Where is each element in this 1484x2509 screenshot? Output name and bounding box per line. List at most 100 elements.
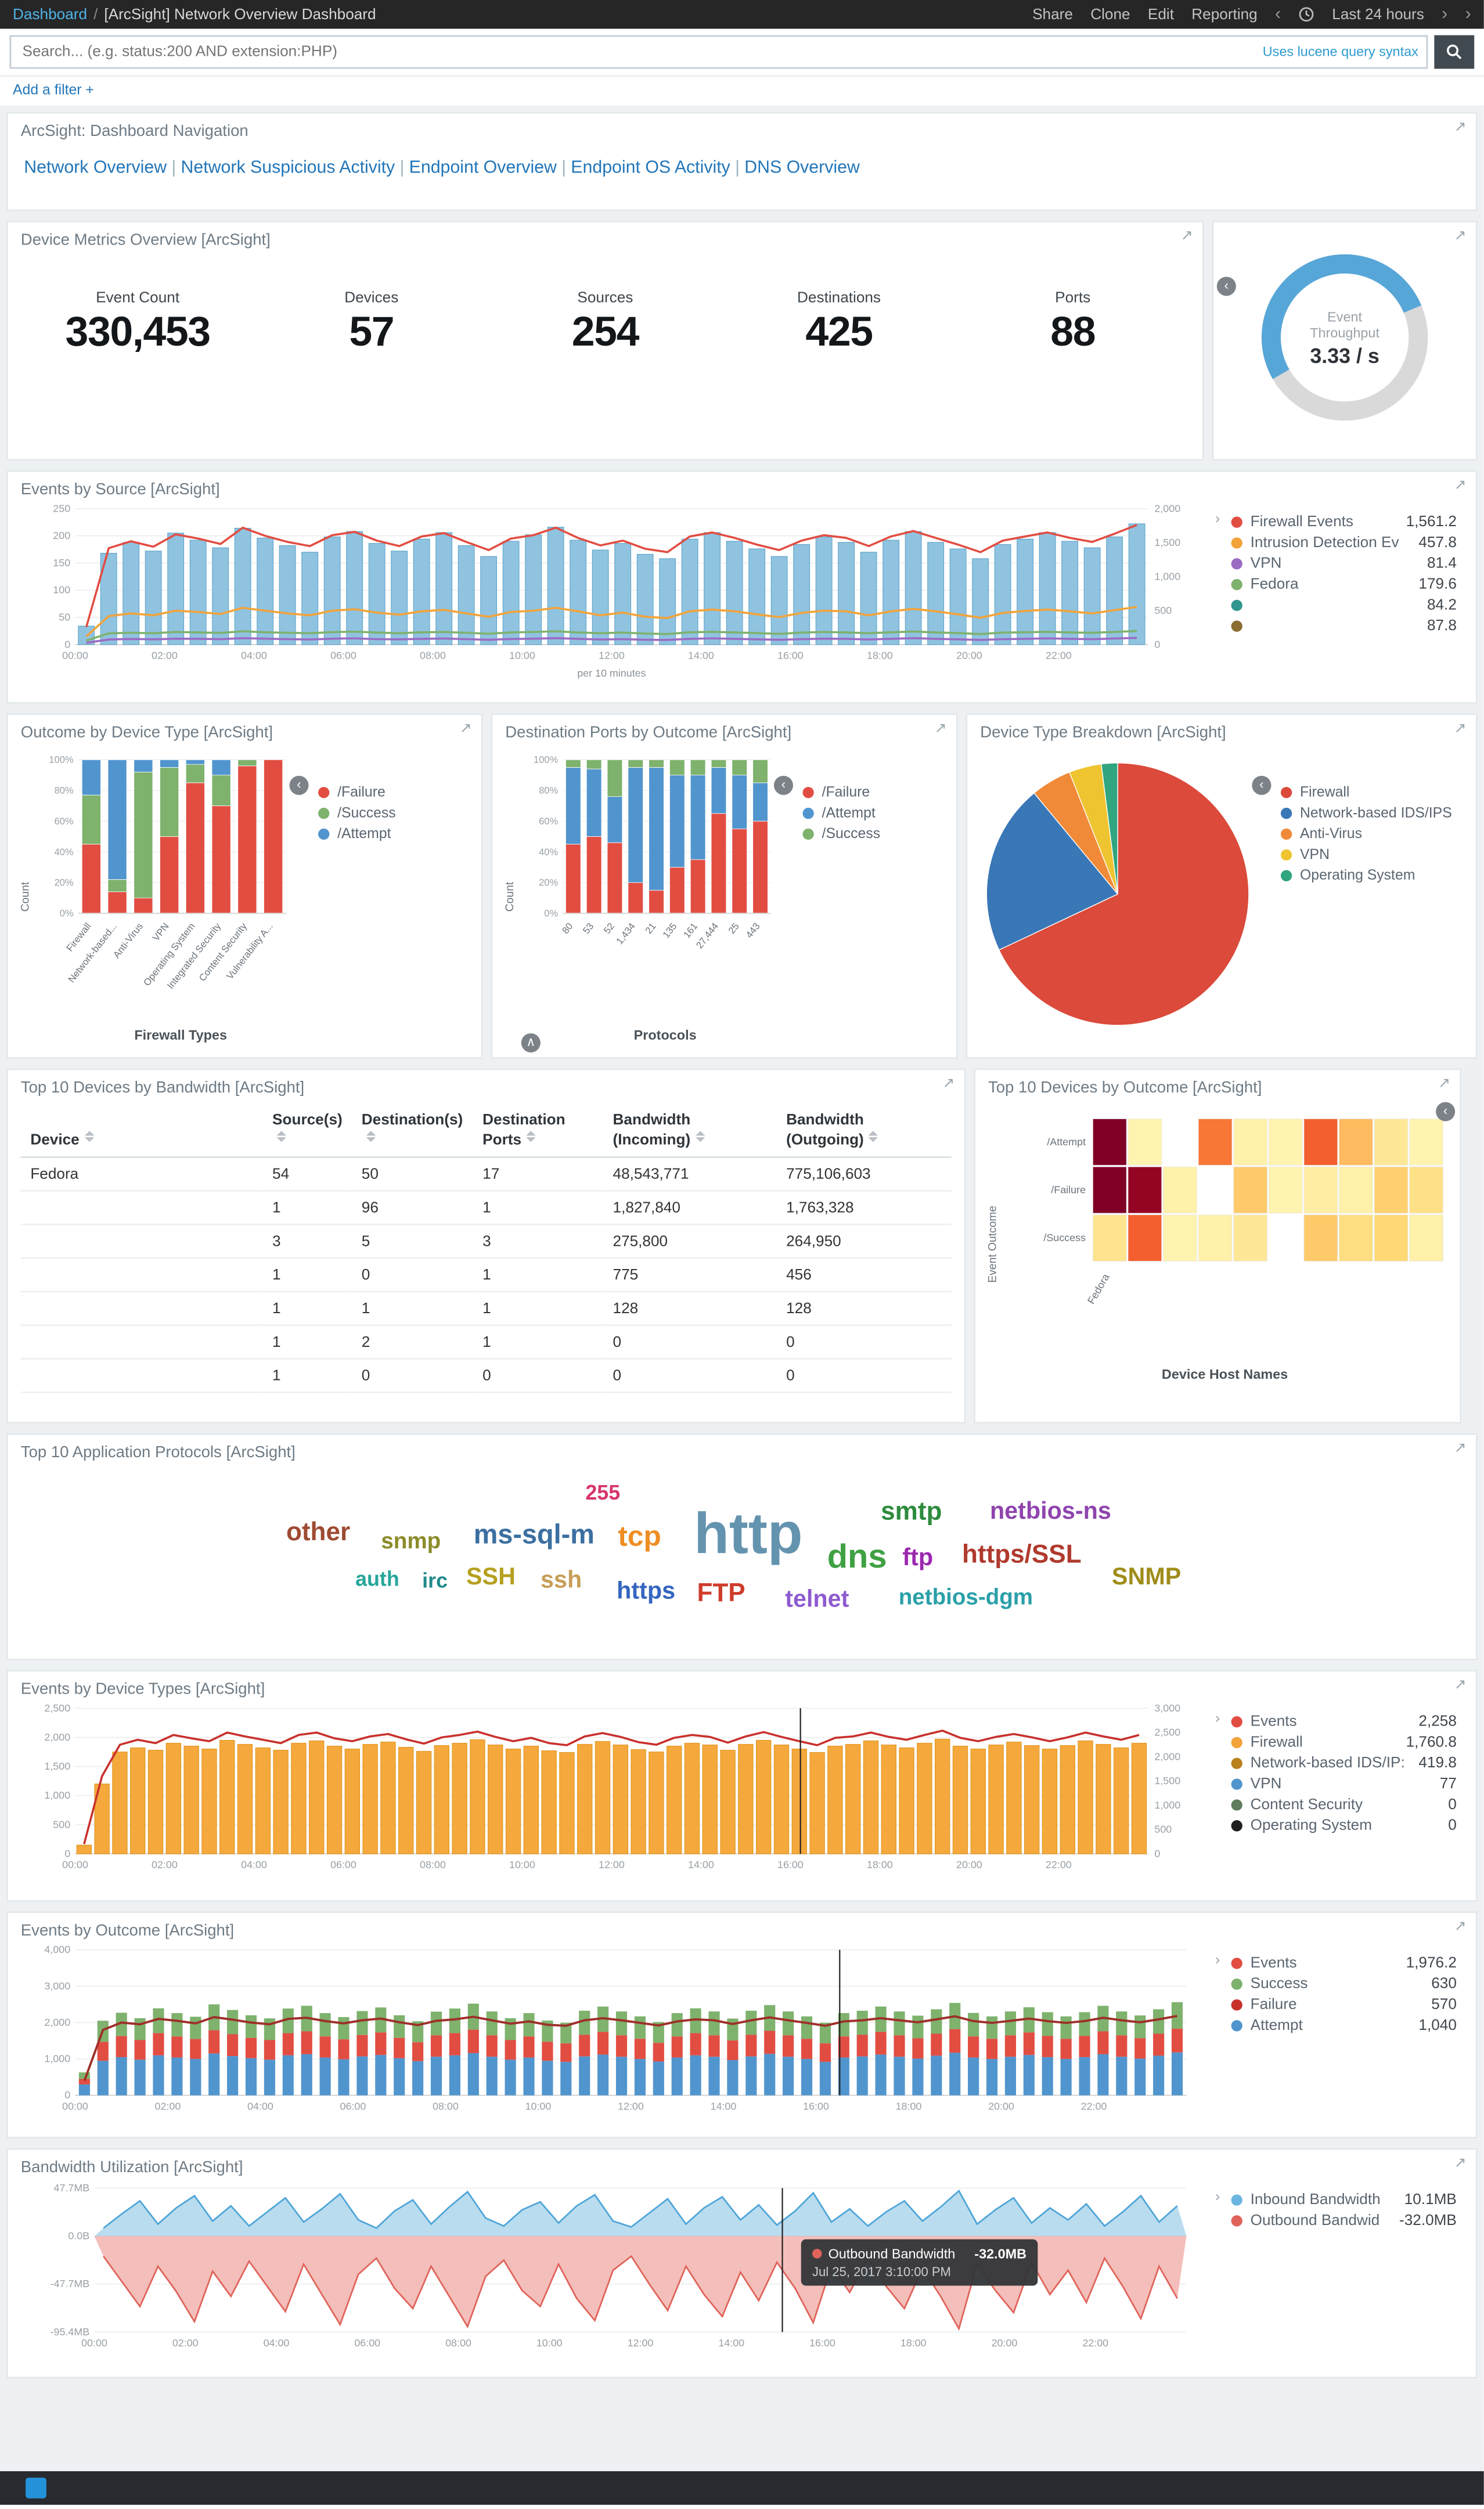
protocol-tag[interactable]: SNMP bbox=[1111, 1563, 1182, 1591]
protocol-tag[interactable]: snmp bbox=[381, 1527, 441, 1554]
protocol-tag[interactable]: ms-sql-m bbox=[473, 1519, 595, 1550]
sort-icon[interactable] bbox=[526, 1130, 536, 1143]
expand-panel-icon[interactable]: ↗ bbox=[1454, 227, 1467, 243]
protocol-tag[interactable]: netbios-dgm bbox=[898, 1583, 1033, 1609]
legend-collapse-icon[interactable]: › bbox=[1215, 1710, 1220, 1726]
reporting-button[interactable]: Reporting bbox=[1191, 5, 1258, 23]
sort-icon[interactable] bbox=[869, 1130, 878, 1143]
legend-item[interactable]: /Attempt bbox=[318, 825, 452, 842]
expand-panel-icon[interactable]: ↗ bbox=[1454, 476, 1467, 493]
legend-item[interactable]: Attempt 1,040 bbox=[1231, 2017, 1457, 2034]
legend-item[interactable]: /Attempt bbox=[802, 804, 937, 821]
legend-item[interactable]: Operating System bbox=[1280, 867, 1460, 883]
device-breakdown-pie-chart[interactable] bbox=[980, 757, 1255, 1032]
events-by-device-types-chart[interactable]: 0 500 1,000 1,500 2,000 2,500 0 500 1,000 1,500 2,… bbox=[21, 1701, 1212, 1879]
legend-item[interactable]: VPN 81.4 bbox=[1231, 555, 1457, 573]
protocol-tag[interactable]: telnet bbox=[785, 1586, 849, 1613]
expand-panel-icon[interactable]: ↗ bbox=[1454, 1439, 1467, 1456]
legend-item[interactable]: Events 2,258 bbox=[1231, 1713, 1457, 1731]
legend-item[interactable]: 84.2 bbox=[1231, 596, 1457, 614]
table-row[interactable]: Fedora 54 50 17 48,543,771 775,106,603 bbox=[20, 1158, 952, 1192]
table-row[interactable]: 3 5 3 275,800 264,950 bbox=[20, 1225, 952, 1260]
expand-panel-icon[interactable]: ↗ bbox=[934, 720, 947, 736]
legend-collapse-icon[interactable]: › bbox=[1215, 2188, 1220, 2205]
protocol-tag[interactable]: ftp bbox=[902, 1544, 934, 1572]
legend-collapse-icon[interactable]: ‹ bbox=[289, 775, 309, 795]
protocol-tag[interactable]: auth bbox=[355, 1566, 399, 1591]
outcome-by-device-chart[interactable]: 0%20%40%60%80%100%FirewallNetwork-based.… bbox=[37, 750, 293, 1019]
legend-item[interactable]: Operating System 0 bbox=[1231, 1817, 1457, 1835]
share-button[interactable]: Share bbox=[1032, 5, 1073, 23]
legend-item[interactable]: Fedora 179.6 bbox=[1231, 576, 1457, 594]
legend-item[interactable]: Content Security 0 bbox=[1231, 1796, 1457, 1814]
expand-panel-icon[interactable]: ↗ bbox=[1454, 1918, 1467, 1934]
protocol-tag[interactable]: 255 bbox=[585, 1480, 621, 1505]
expand-panel-icon[interactable]: ↗ bbox=[1454, 2154, 1467, 2171]
expand-panel-icon[interactable]: ↗ bbox=[1454, 720, 1467, 736]
time-range-picker[interactable]: Last 24 hours bbox=[1332, 5, 1424, 23]
legend-item[interactable]: /Failure bbox=[318, 783, 452, 800]
legend-collapse-icon[interactable]: › bbox=[1215, 510, 1220, 527]
panel-collapse-icon[interactable]: ‹ bbox=[1216, 276, 1236, 296]
search-input[interactable] bbox=[9, 35, 1428, 69]
expand-panel-icon[interactable]: ↗ bbox=[942, 1074, 955, 1091]
table-row[interactable]: 1 1 1 128 128 bbox=[20, 1292, 952, 1327]
sort-icon[interactable] bbox=[84, 1130, 94, 1143]
protocol-tag[interactable]: netbios-ns bbox=[989, 1498, 1111, 1525]
add-filter-button[interactable]: Add a filter + bbox=[13, 81, 94, 98]
sort-icon[interactable] bbox=[366, 1130, 376, 1143]
legend-item[interactable]: Failure 570 bbox=[1231, 1996, 1457, 2014]
protocol-tag[interactable]: https/SSL bbox=[961, 1541, 1082, 1569]
panel-collapse-up-icon[interactable]: ∧ bbox=[521, 1033, 541, 1053]
collapse-topbar-icon[interactable]: › bbox=[1465, 5, 1471, 24]
protocol-tag[interactable]: dns bbox=[827, 1539, 887, 1576]
legend-collapse-icon[interactable]: ‹ bbox=[1252, 775, 1272, 795]
panel-collapse-icon[interactable]: ‹ bbox=[1436, 1102, 1456, 1121]
dashboard-link[interactable]: Network Overview bbox=[24, 158, 167, 178]
legend-item[interactable]: Events 1,976.2 bbox=[1231, 1954, 1457, 1972]
protocol-tag[interactable]: tcp bbox=[618, 1520, 661, 1552]
protocol-tag[interactable]: SSH bbox=[466, 1563, 516, 1591]
protocol-tag[interactable]: irc bbox=[422, 1568, 448, 1593]
protocol-tag[interactable]: https bbox=[617, 1577, 676, 1605]
devices-outcome-heatmap[interactable]: /Attempt/Failure/Success Fedora bbox=[1003, 1105, 1447, 1329]
legend-item[interactable]: /Failure bbox=[802, 783, 937, 800]
legend-item[interactable]: Firewall bbox=[1280, 783, 1460, 800]
sort-icon[interactable] bbox=[277, 1130, 287, 1143]
expand-panel-icon[interactable]: ↗ bbox=[1454, 118, 1467, 135]
legend-collapse-icon[interactable]: › bbox=[1215, 1951, 1220, 1968]
legend-item[interactable]: Success 630 bbox=[1231, 1975, 1457, 1993]
protocol-tag[interactable]: smtp bbox=[881, 1498, 942, 1526]
legend-item[interactable]: 87.8 bbox=[1231, 617, 1457, 635]
column-header[interactable]: Destination(s) bbox=[352, 1108, 473, 1159]
legend-item[interactable]: VPN bbox=[1280, 846, 1460, 862]
legend-item[interactable]: Anti-Virus bbox=[1280, 825, 1460, 842]
app-tile-icon[interactable] bbox=[26, 2477, 46, 2499]
time-prev-icon[interactable]: ‹ bbox=[1275, 5, 1281, 24]
legend-item[interactable]: /Success bbox=[802, 825, 937, 842]
legend-collapse-icon[interactable]: ‹ bbox=[773, 775, 793, 795]
legend-item[interactable]: Network-based IDS/IP: 419.8 bbox=[1231, 1755, 1457, 1772]
legend-item[interactable]: Network-based IDS/IPS bbox=[1280, 804, 1460, 821]
protocol-tag[interactable]: FTP bbox=[697, 1580, 745, 1608]
lucene-syntax-link[interactable]: Uses lucene query syntax bbox=[1262, 43, 1418, 59]
expand-panel-icon[interactable]: ↗ bbox=[1438, 1074, 1450, 1091]
expand-panel-icon[interactable]: ↗ bbox=[1180, 227, 1193, 243]
legend-item[interactable]: Inbound Bandwidth 10.1MB bbox=[1231, 2191, 1457, 2209]
dashboard-link[interactable]: DNS Overview bbox=[744, 158, 860, 178]
edit-button[interactable]: Edit bbox=[1147, 5, 1174, 23]
clone-button[interactable]: Clone bbox=[1090, 5, 1130, 23]
legend-item[interactable]: Firewall 1,760.8 bbox=[1231, 1734, 1457, 1752]
events-by-source-chart[interactable]: 0 50 100 150 200 250 0 500 1,000 1,500 2,000 00:00 0… bbox=[21, 501, 1212, 689]
legend-item[interactable]: Firewall Events 1,561.2 bbox=[1231, 513, 1457, 531]
column-header[interactable]: Destination Ports bbox=[473, 1108, 603, 1159]
destination-ports-chart[interactable]: 0% 20% 40% 60% 80% 100% 80 53 521,434 21 135 16127,… bbox=[521, 750, 777, 1019]
protocol-tag[interactable]: other bbox=[286, 1519, 351, 1547]
events-by-outcome-chart[interactable]: 0 1,000 2,000 3,000 4,000 00:00 02:00 04:00 06:0… bbox=[21, 1942, 1212, 2120]
dashboard-link[interactable]: Endpoint Overview bbox=[409, 158, 557, 178]
dashboard-link[interactable]: Network Suspicious Activity bbox=[181, 158, 395, 178]
column-header[interactable]: Device bbox=[20, 1108, 263, 1159]
sort-icon[interactable] bbox=[695, 1130, 705, 1143]
legend-item[interactable]: Intrusion Detection Ev 457.8 bbox=[1231, 534, 1457, 552]
